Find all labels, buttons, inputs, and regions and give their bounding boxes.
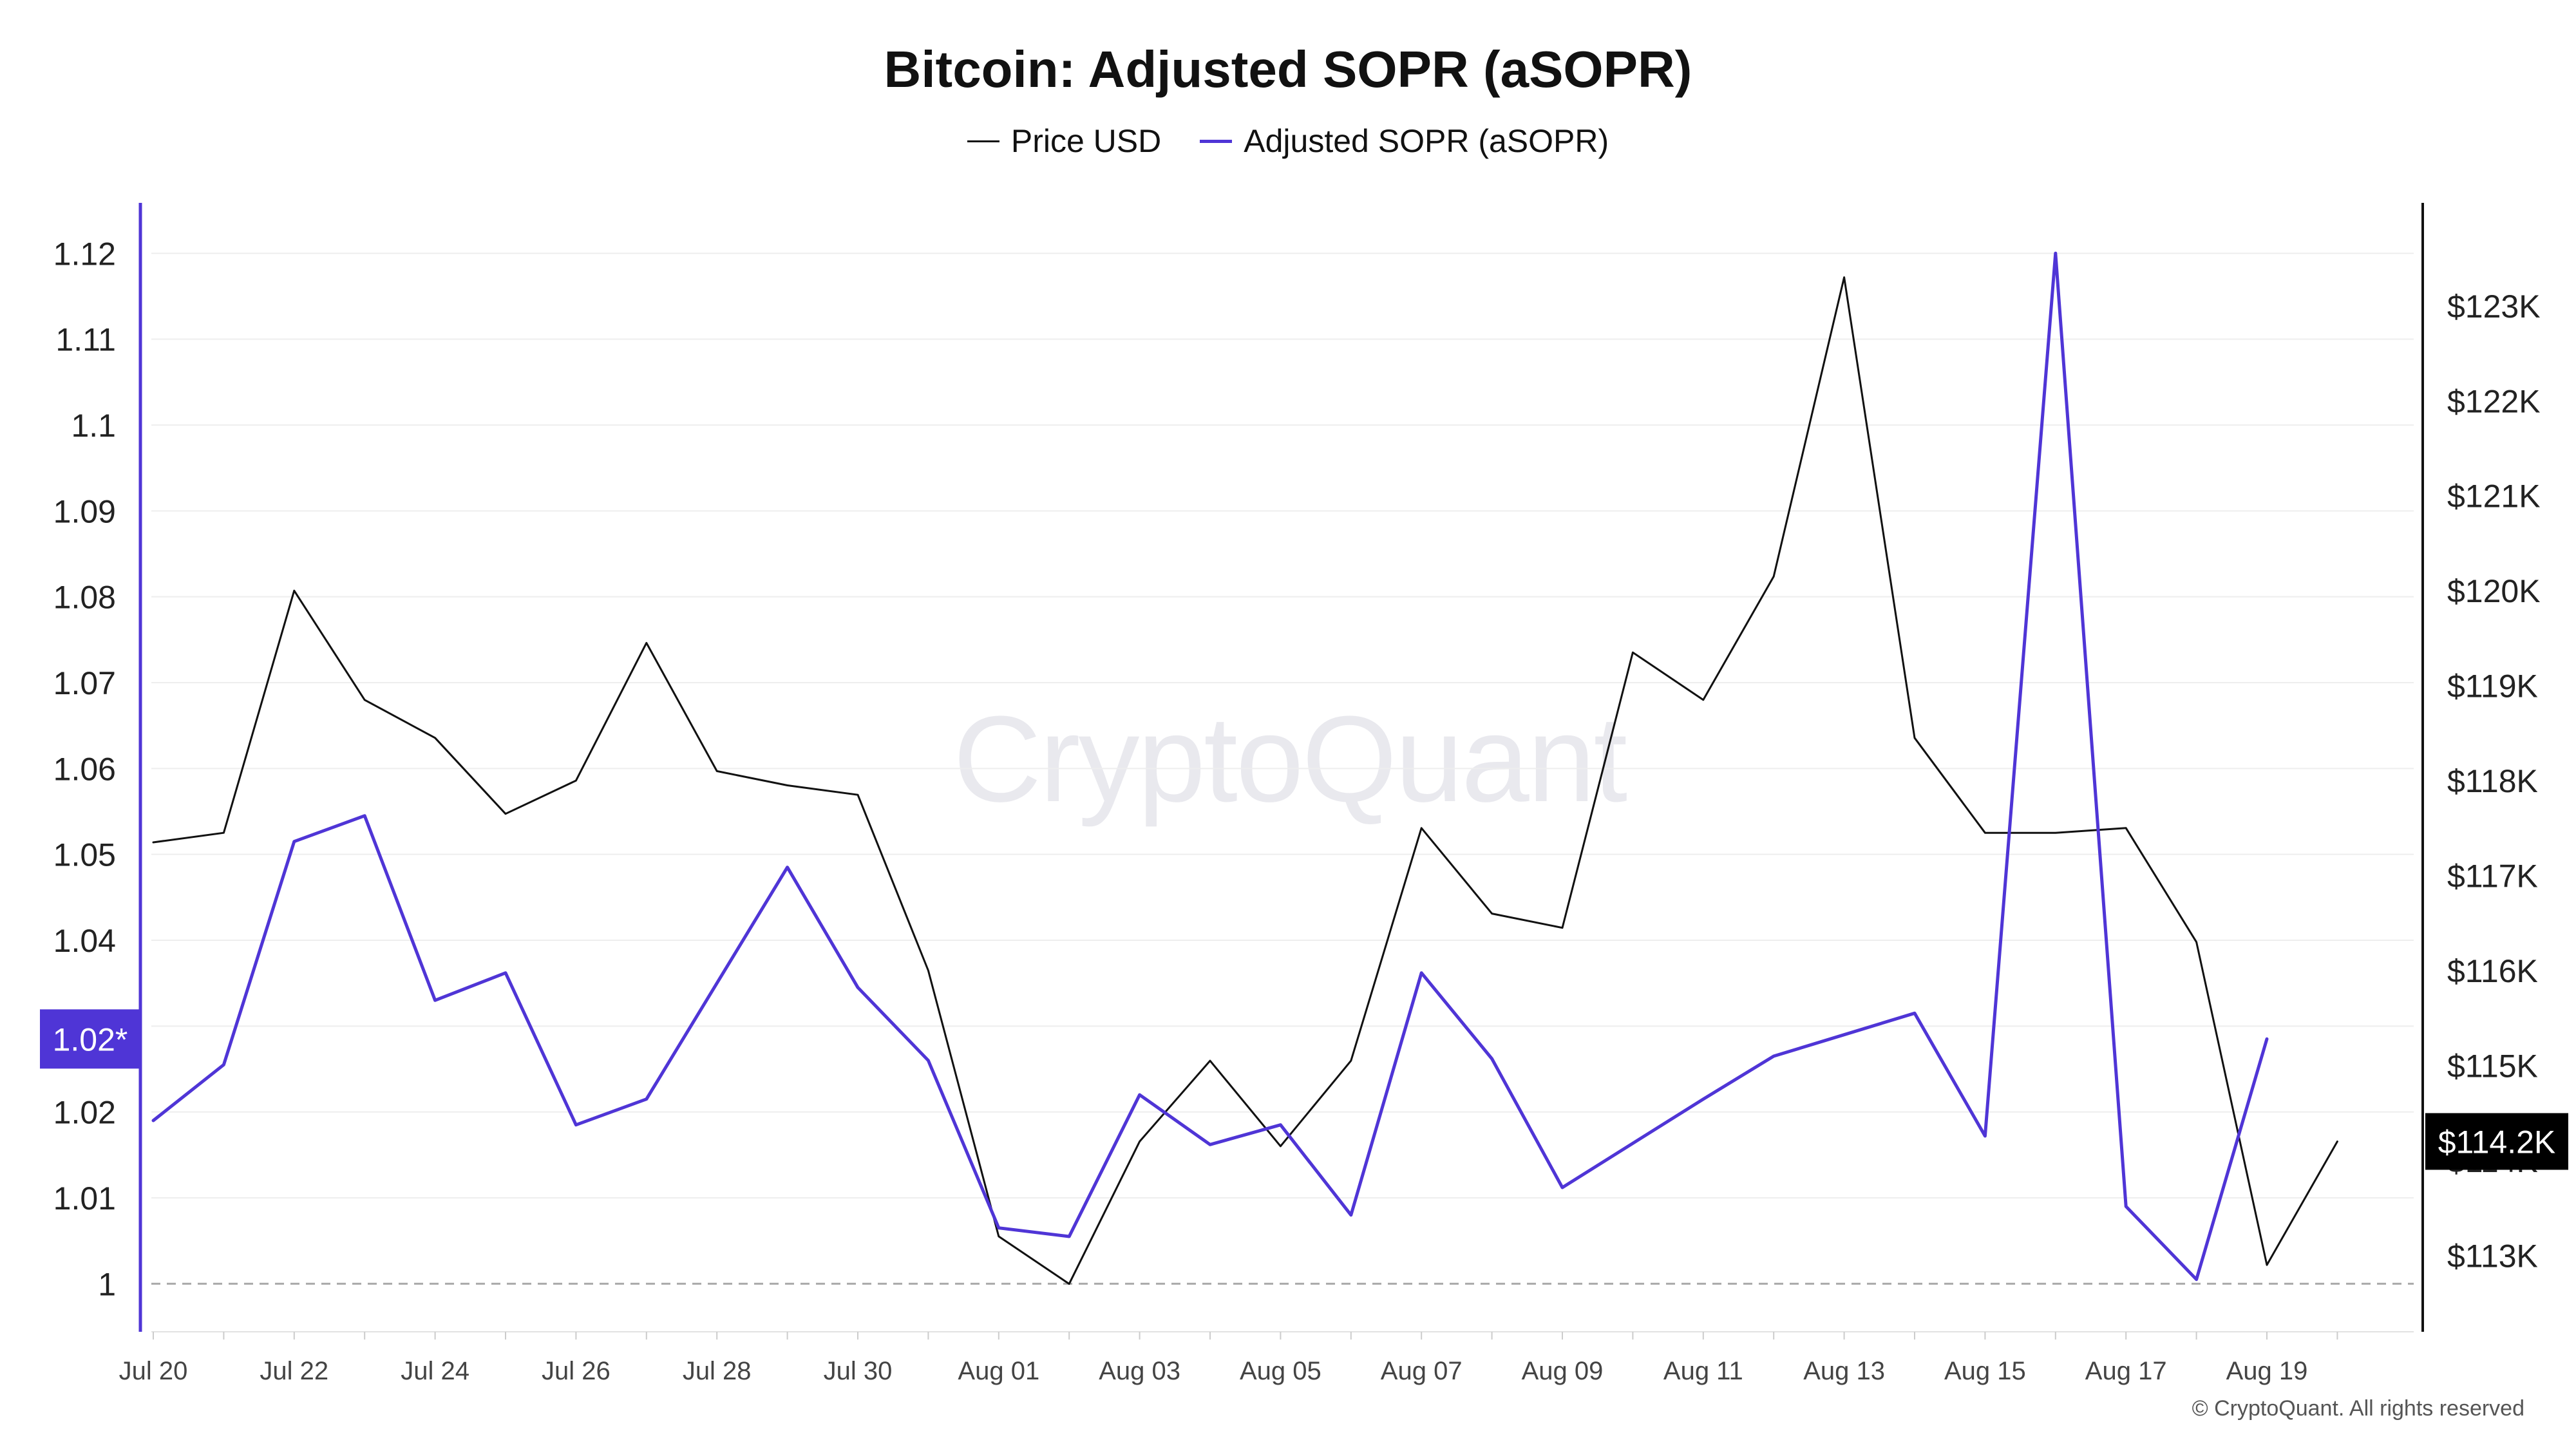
y-right-current-badge xyxy=(2425,1113,2568,1170)
y-left-tick-label: 1.12 xyxy=(53,236,116,272)
x-tick-label: Jul 28 xyxy=(683,1357,752,1385)
series-layer xyxy=(151,251,2338,1285)
x-tick-label: Jul 20 xyxy=(119,1357,188,1385)
y-right-tick-label: $120K xyxy=(2447,573,2541,609)
x-tick-label: Aug 17 xyxy=(2085,1357,2167,1385)
y-left-tick-label: 1.06 xyxy=(53,751,116,787)
x-tick-label: Aug 15 xyxy=(1944,1357,2026,1385)
legend-label-asopr: Adjusted SOPR (aSOPR) xyxy=(1244,123,1609,159)
x-tick-label: Aug 11 xyxy=(1663,1357,1743,1385)
y-left-tick-label: 1.01 xyxy=(53,1180,116,1217)
y-left-tick-label: 1.08 xyxy=(53,580,116,616)
y-left-tick-label: 1 xyxy=(98,1266,116,1302)
y-left-tick-label: 1.09 xyxy=(53,493,116,529)
x-tick-label: Jul 22 xyxy=(260,1357,328,1385)
asopr-line xyxy=(151,251,2269,1282)
y-right-current-value: $114.2K xyxy=(2438,1124,2556,1160)
legend-item-price[interactable]: Price USD xyxy=(967,122,1161,160)
chart-title: Bitcoin: Adjusted SOPR (aSOPR) xyxy=(884,41,1692,98)
x-tick-label: Aug 01 xyxy=(958,1357,1039,1385)
y-right-tick-label: $116K xyxy=(2447,953,2538,989)
legend-swatch-price xyxy=(967,140,999,142)
y-left-current-value: 1.02* xyxy=(53,1021,128,1057)
y-right-tick-label: $123K xyxy=(2447,289,2541,325)
y-right-tick-label: $117K xyxy=(2447,858,2538,895)
y-right-tick-label: $115K xyxy=(2447,1048,2538,1084)
y-left-tick-label: 1.07 xyxy=(53,665,116,701)
y-right-tick-label: $119K xyxy=(2447,668,2538,705)
x-tick-label: Aug 19 xyxy=(2226,1357,2308,1385)
watermark: CryptoQuant xyxy=(953,691,1627,828)
y-right-tick-label: $118K xyxy=(2447,763,2538,799)
y-left-current-badge xyxy=(40,1009,140,1069)
legend: Price USD Adjusted SOPR (aSOPR) xyxy=(0,122,2576,160)
y-left-tick-label: 1.05 xyxy=(53,837,116,873)
x-tick-label: Aug 09 xyxy=(1522,1357,1604,1385)
y-right-tick-label: $122K xyxy=(2447,383,2541,419)
x-tick-label: Aug 13 xyxy=(1803,1357,1885,1385)
x-tick-label: Aug 07 xyxy=(1381,1357,1463,1385)
copyright-notice: © CryptoQuant. All rights reserved xyxy=(2192,1396,2524,1421)
x-tick-label: Jul 24 xyxy=(401,1357,469,1385)
legend-item-asopr[interactable]: Adjusted SOPR (aSOPR) xyxy=(1200,122,1609,160)
x-tick-label: Aug 05 xyxy=(1240,1357,1321,1385)
y-left-tick-label: 1.04 xyxy=(53,923,116,959)
legend-label-price: Price USD xyxy=(1010,123,1162,159)
y-left-tick-label: 1.1 xyxy=(71,408,116,444)
y-right-tick-label: $121K xyxy=(2447,478,2541,515)
grid-layer xyxy=(151,252,2414,1285)
labels-layer: Jul 20 Jul 22 Jul 24 Jul 26 Jul 28 Jul 30 Aug … xyxy=(40,236,2568,1385)
x-tick-label: Aug 03 xyxy=(1099,1357,1180,1385)
y-left-tick-label: 1.11 xyxy=(55,322,116,358)
y-left-tick-label: 1.02 xyxy=(53,1095,116,1131)
x-tick-label: Jul 30 xyxy=(824,1357,893,1385)
x-tick-label: Jul 26 xyxy=(542,1357,611,1385)
axes-layer xyxy=(138,203,2424,1340)
price-usd-line xyxy=(152,276,2338,1285)
legend-swatch-asopr xyxy=(1200,139,1233,143)
y-right-tick-label: $113K xyxy=(2447,1238,2538,1274)
